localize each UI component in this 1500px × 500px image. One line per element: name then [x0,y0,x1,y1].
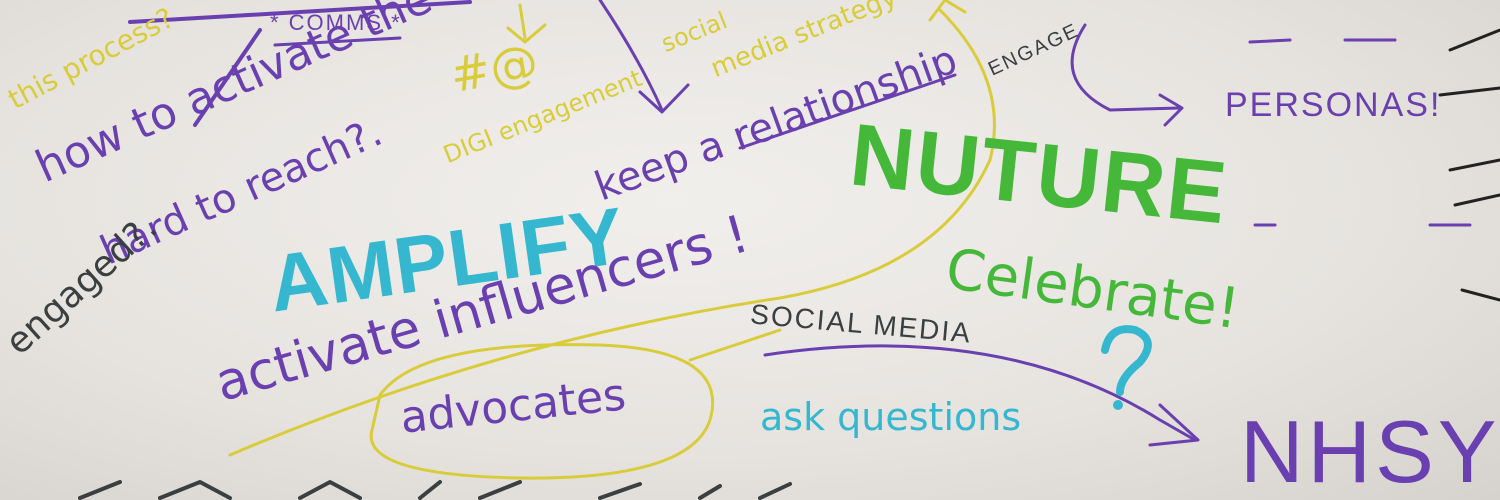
question-connector [688,328,782,362]
comms-underline [273,36,402,47]
nuture-up-arrow [928,0,967,22]
teal-question-dot [1113,400,1123,410]
teal-question-curve [1101,325,1152,396]
advocates-ellipse [369,343,715,480]
edge-dash-5 [1460,288,1500,302]
edge-dash-4 [1453,193,1500,207]
dash-1 [1248,38,1292,44]
edge-dash-1 [1448,28,1500,52]
digi-arrow [518,3,527,40]
relationship-underline [738,73,957,150]
comms-text: * COMMS * [270,10,402,35]
edge-dash-3 [1448,158,1500,172]
personas-bracket [1070,23,1182,112]
social-media-arrowhead [1148,403,1200,447]
personas-text: PERSONAS! [1225,86,1442,124]
amplify-swoosh [228,8,996,457]
hashtag-at-text: #@ [445,33,543,105]
arrow-down-to-keep [598,0,664,112]
personas-arrowhead [1158,93,1184,127]
arrowhead-keep [638,83,690,114]
diagonal-stroke [193,28,262,127]
top-line [128,0,472,24]
nhsy-text: NHSY [1240,402,1500,500]
social-media-arrow [763,344,1197,442]
bottom-fragments [78,480,792,500]
ask-questions-text: ask questions [760,395,1022,439]
digi-arrowhead [506,23,547,44]
edge-dash-2 [1438,86,1500,97]
